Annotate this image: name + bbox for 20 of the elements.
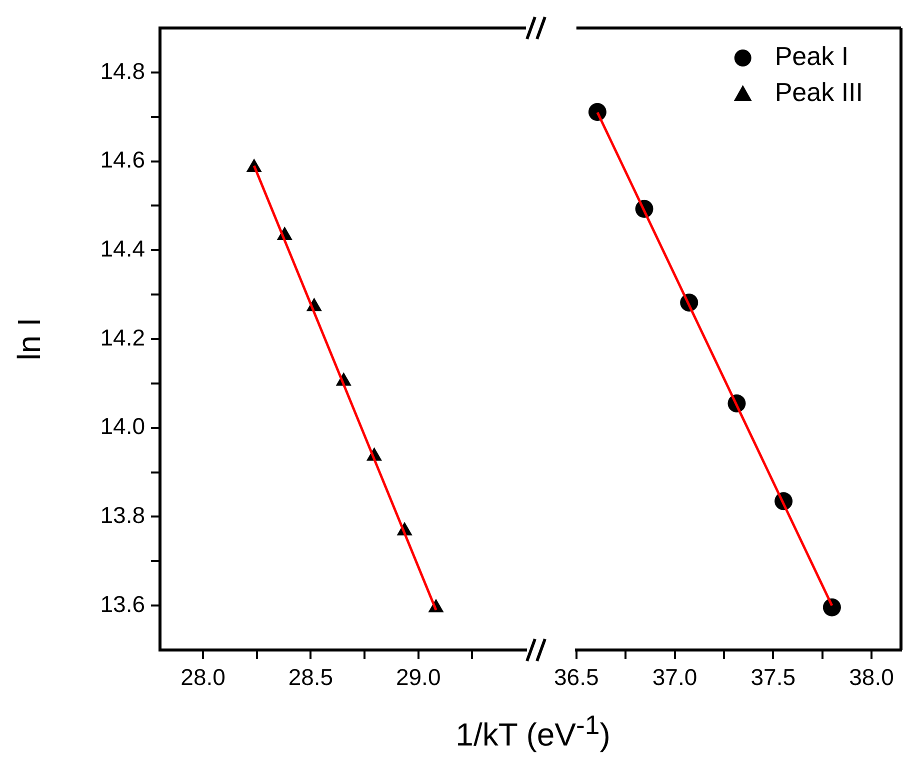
x-tick-label: 36.5: [554, 664, 599, 690]
y-tick-label: 14.4: [100, 235, 146, 262]
y-tick-label: 13.8: [100, 502, 145, 528]
x-tick-label: 28.0: [180, 664, 226, 690]
y-tick-label: 13.6: [100, 590, 145, 617]
y-tick-label: 14.8: [100, 58, 145, 84]
y-axis-title: ln I: [11, 318, 48, 360]
legend-label: Peak I: [774, 41, 849, 72]
y-tick-label: 14.6: [100, 146, 145, 173]
x-tick-label: 29.0: [396, 664, 441, 690]
x-tick-label: 28.5: [288, 664, 334, 690]
point: [588, 102, 606, 121]
x-axis-title: 1/kT (eV$^{-1}$): [454, 710, 612, 754]
x-tick-label: 37.5: [750, 664, 796, 690]
text: Peak III: [774, 77, 863, 108]
point: [822, 598, 841, 616]
x-tick-label: 38.0: [849, 664, 894, 690]
y-tick-label: 14.0: [100, 413, 145, 440]
x-tick-label: 37.0: [652, 664, 698, 690]
y-tick-label: 14.2: [100, 324, 145, 350]
